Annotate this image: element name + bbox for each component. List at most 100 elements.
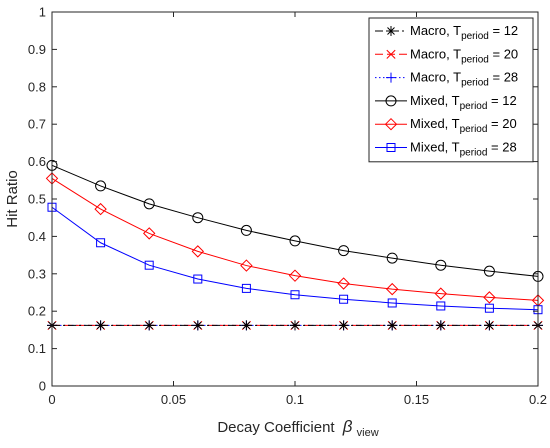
legend-label-subscript: period	[461, 78, 489, 89]
series-1-point	[484, 320, 495, 331]
series-1-point	[290, 320, 300, 331]
series-5-point	[434, 287, 448, 300]
series-5-point	[191, 245, 205, 258]
y-axis-title: Hit Ratio	[4, 170, 21, 228]
series-6-point	[339, 294, 349, 304]
y-tick-label: 0.9	[28, 42, 46, 57]
x-axis-title-text: Decay Coefficient	[217, 419, 335, 436]
series-6-line	[51, 206, 539, 311]
series-1-point	[241, 320, 252, 331]
legend-label-subscript: period	[460, 101, 488, 112]
y-tick-label: 0.8	[28, 79, 46, 94]
y-tick-label: 1	[39, 5, 46, 20]
series-6	[47, 202, 543, 315]
series-4-point	[95, 180, 107, 192]
legend-label: Mixed, Tperiod = 20	[410, 116, 517, 135]
series-1-point	[95, 320, 106, 331]
series-4-point	[338, 245, 350, 257]
series-5-line	[51, 178, 539, 301]
legend-label-subscript: period	[461, 54, 489, 65]
legend-label: Macro, Tperiod = 12	[410, 23, 518, 42]
series-5-point	[240, 259, 253, 272]
legend-label-name: Macro, T	[410, 23, 461, 38]
legend-marker	[386, 72, 396, 83]
y-tick-label: 0.7	[28, 117, 46, 132]
series-4-point	[143, 198, 155, 210]
legend-label: Mixed, Tperiod = 12	[410, 93, 517, 112]
series-4-point	[240, 224, 252, 236]
series-1-point	[387, 320, 398, 331]
series-6-point	[484, 303, 494, 313]
series-4-point	[192, 212, 204, 224]
legend-entry-6: Mixed, Tperiod = 28	[375, 140, 517, 159]
series-5-point	[483, 291, 496, 304]
series-4-point	[483, 265, 495, 277]
series-6-point	[96, 238, 106, 248]
legend-entry-2: Macro, Tperiod = 20	[375, 46, 518, 65]
x-axis-title-subscript: view	[357, 427, 379, 439]
legend-marker	[385, 95, 397, 107]
legend-label: Mixed, Tperiod = 28	[410, 140, 517, 159]
legend-label-name: Mixed, T	[410, 140, 460, 155]
series-6-point	[241, 283, 251, 293]
legend-label-value: = 28	[487, 140, 516, 155]
legend-marker	[386, 49, 396, 59]
legend-box	[368, 17, 534, 163]
x-tick-label: 0.2	[529, 392, 547, 407]
y-tick-label: 0.6	[28, 154, 46, 169]
legend-label-name: Macro, T	[410, 46, 461, 61]
legend-entry-5: Mixed, Tperiod = 20	[375, 116, 517, 135]
series-1-point	[144, 320, 155, 331]
series-5-point	[288, 269, 302, 282]
y-tick-label: 0.3	[28, 266, 46, 281]
x-axis-title-symbol: β	[342, 417, 353, 436]
legend-label: Macro, Tperiod = 20	[410, 46, 518, 65]
legend-label-subscript: period	[460, 148, 488, 159]
axes: 0 0.1 0.2 0.3 0.4 0.5 0.6 0.7 0.8 0.9 1 0 0.05 0.1 0.1…	[28, 5, 547, 408]
x-tick-label: 0.15	[404, 392, 429, 407]
legend-marker	[384, 117, 398, 131]
legend-entry-1: Macro, Tperiod = 12	[375, 23, 518, 42]
legend-entry-3: Macro, Tperiod = 28	[375, 70, 518, 89]
y-tick-label: 0.2	[28, 304, 46, 319]
series-5-point	[337, 277, 350, 290]
series-4-point	[386, 252, 398, 264]
y-tick-label: 0.1	[28, 341, 46, 356]
series-5-point	[142, 227, 156, 240]
y-tick-label: 0.4	[28, 229, 46, 244]
legend-label-value: = 20	[489, 46, 518, 61]
series-6-point	[144, 260, 154, 270]
series-4-line	[51, 164, 539, 277]
series-1-point	[192, 320, 203, 331]
series-6-point	[436, 301, 446, 311]
legend-label-value: = 12	[487, 93, 516, 108]
y-tick-label: 0.5	[28, 192, 46, 207]
series-6-point	[387, 298, 397, 308]
series-6-point	[290, 290, 300, 300]
legend-entry-4: Mixed, Tperiod = 12	[375, 93, 517, 112]
series-1	[47, 320, 543, 331]
legend-label-subscript: period	[460, 124, 488, 135]
x-axis-title: Decay Coefficient β view	[217, 417, 378, 439]
legend-label-value: = 20	[487, 116, 516, 131]
legend-marker	[386, 143, 396, 152]
legend-label-name: Mixed, T	[410, 116, 460, 131]
x-tick-label: 0.05	[161, 392, 186, 407]
legend-label-subscript: period	[461, 31, 489, 42]
series-5-point	[385, 282, 399, 296]
series-1-point	[435, 320, 446, 331]
legend-label-value: = 28	[489, 70, 518, 85]
series-4-point	[435, 259, 447, 271]
series-6-point	[193, 274, 203, 284]
legend-marker	[386, 26, 396, 36]
x-tick-label: 0.1	[286, 392, 304, 407]
series-4-point	[289, 235, 301, 247]
series-5-point	[94, 202, 107, 216]
legend-label-value: = 12	[489, 23, 518, 38]
legend-label-name: Mixed, T	[410, 93, 460, 108]
y-tick-label: 0	[39, 379, 46, 394]
legend-label: Macro, Tperiod = 28	[410, 70, 518, 89]
x-tick-label: 0	[48, 392, 55, 407]
